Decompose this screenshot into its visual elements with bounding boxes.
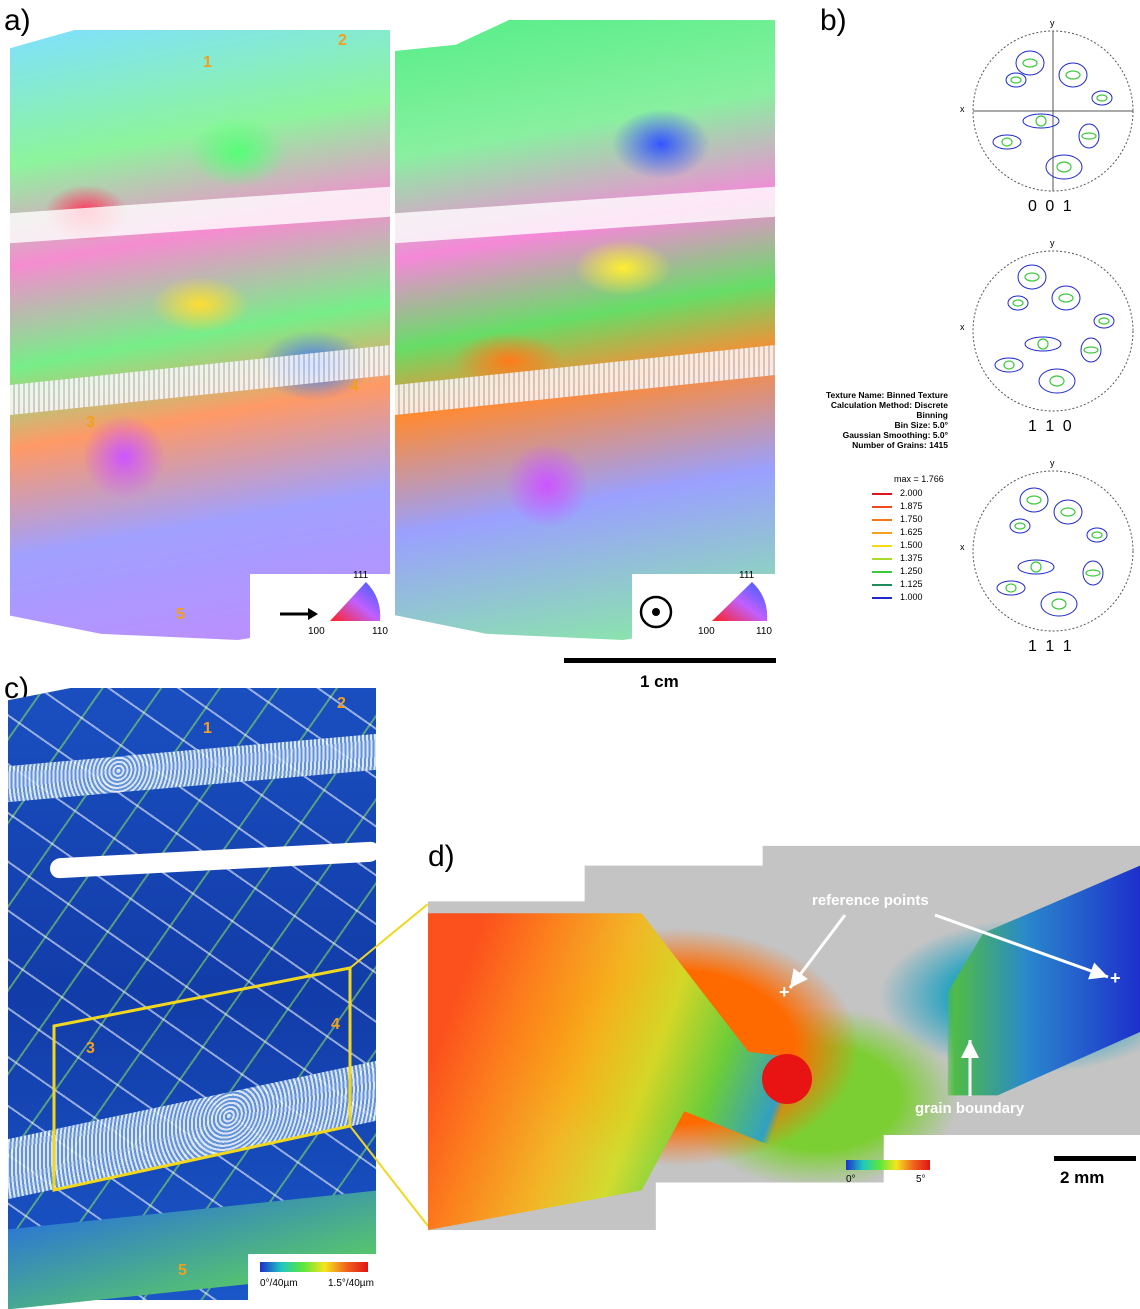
reference-points-label: reference points — [812, 892, 929, 909]
texture-info: Texture Name: Binned Texture Calculation… — [800, 390, 948, 450]
pole-figure-y-axis: y — [1050, 238, 1055, 248]
pole-figure-label: 1 1 0 — [1028, 418, 1074, 435]
pf-legend-value: 1.500 — [900, 540, 923, 550]
kam-colorbar-box: 0°/40µm 1.5°/40µm — [248, 1254, 378, 1300]
ipf-key-100: 100 — [308, 626, 325, 637]
pole-figure-plot — [972, 250, 1134, 412]
panel-label-b: b) — [820, 4, 847, 37]
pf-legend-swatch — [872, 493, 892, 495]
kam-grain-number-5: 5 — [178, 1262, 187, 1279]
kam-colorbar — [260, 1262, 368, 1272]
pole-figure-label: 1 1 1 — [1028, 638, 1074, 655]
grain-number-2: 2 — [338, 32, 347, 49]
pf-legend-swatch — [872, 532, 892, 534]
pf-legend-value: 1.750 — [900, 514, 923, 524]
grain-number-5: 5 — [176, 606, 185, 623]
kam-grain-number-2: 2 — [337, 695, 346, 712]
pole-figure-plot — [972, 30, 1134, 192]
misor-red-grain — [762, 1054, 812, 1104]
ipf-key2-111: 111 — [739, 570, 755, 581]
grain-number-3: 3 — [86, 414, 95, 431]
out-of-plane-icon — [639, 595, 673, 629]
misor-colorbar-max: 5° — [916, 1174, 926, 1185]
texture-info-line: Number of Grains: 1415 — [852, 440, 948, 450]
pf-legend-value: 1.125 — [900, 579, 923, 589]
ipf-key2-110: 110 — [756, 626, 772, 637]
pf-legend-max: max = 1.766 — [894, 474, 944, 484]
scale-bar-2mm-label: 2 mm — [1060, 1168, 1105, 1187]
ipf-map-inplane — [10, 30, 390, 640]
pf-legend: max = 1.766 2.000 1.875 1.750 1.625 1.500 1.3… — [872, 474, 952, 614]
pole-figure-x-axis: x — [960, 542, 965, 552]
pole-figure-y-axis: y — [1050, 458, 1055, 468]
ipf-key-inplane: 111 100 110 — [250, 570, 390, 642]
scale-bar-1cm-label: 1 cm — [640, 672, 679, 691]
misor-colorbar — [846, 1160, 930, 1170]
arrow-to-ref-right — [934, 913, 1109, 980]
pf-legend-value: 1.375 — [900, 553, 923, 563]
panel-label-a: a) — [4, 4, 31, 37]
ipf-key-normal: 111 100 110 — [632, 570, 777, 642]
pole-figure: x y 1 1 0 — [960, 234, 1140, 454]
ipf-key-111: 111 — [353, 570, 369, 581]
pf-legend-value: 2.000 — [900, 488, 923, 498]
kam-grain-number-1: 1 — [203, 720, 212, 737]
grain-number-4: 4 — [350, 378, 359, 395]
pole-figure-plot — [972, 470, 1134, 632]
connector-line-top — [349, 903, 429, 969]
pole-figure: x y 1 1 1 — [960, 454, 1140, 674]
ipf-map-normal — [395, 20, 775, 640]
pole-figure-label: 0 0 1 — [1028, 198, 1074, 215]
pf-legend-swatch — [872, 597, 892, 599]
pole-figure-x-axis: x — [960, 104, 965, 114]
texture-info-line: Bin Size: 5.0° — [894, 420, 948, 430]
kam-colorbar-max: 1.5°/40µm — [328, 1278, 374, 1289]
panel-label-d: d) — [428, 840, 455, 873]
kam-colorbar-min: 0°/40µm — [260, 1278, 298, 1289]
scale-bar-2mm — [1054, 1156, 1136, 1161]
pf-legend-value: 1.000 — [900, 592, 923, 602]
reference-point-right: + — [1110, 968, 1121, 988]
ipf-key2-100: 100 — [698, 626, 715, 637]
arrow-to-ref-left — [788, 914, 847, 989]
connector-line-bottom — [349, 1125, 429, 1227]
pf-legend-value: 1.625 — [900, 527, 923, 537]
kam-grain-number-3: 3 — [86, 1040, 95, 1057]
pf-legend-value: 1.250 — [900, 566, 923, 576]
grain-number-1: 1 — [203, 54, 212, 71]
pf-legend-swatch — [872, 519, 892, 521]
pf-legend-swatch — [872, 545, 892, 547]
texture-info-line: Texture Name: Binned Texture — [825, 390, 948, 400]
texture-info-line: Gaussian Smoothing: 5.0° — [842, 430, 948, 440]
pole-figure-x-axis: x — [960, 322, 965, 332]
ipf-key-110: 110 — [372, 626, 388, 637]
reference-point-left: + — [779, 982, 790, 1002]
pf-legend-swatch — [872, 558, 892, 560]
texture-info-line: Calculation Method: Discrete Binning — [830, 400, 948, 420]
grain-boundary-label: grain boundary — [915, 1100, 1025, 1117]
ipf-key-triangle — [280, 582, 381, 621]
pf-legend-value: 1.875 — [900, 501, 923, 511]
misor-colorbar-min: 0° — [846, 1174, 856, 1185]
pf-legend-swatch — [872, 584, 892, 586]
pf-legend-swatch — [872, 571, 892, 573]
pole-figure-y-axis: y — [1050, 18, 1055, 28]
kam-grain-number-4: 4 — [331, 1016, 340, 1033]
pf-legend-swatch — [872, 506, 892, 508]
scale-bar-1cm — [564, 658, 776, 663]
pole-figure: x y 0 0 1 — [960, 14, 1140, 234]
